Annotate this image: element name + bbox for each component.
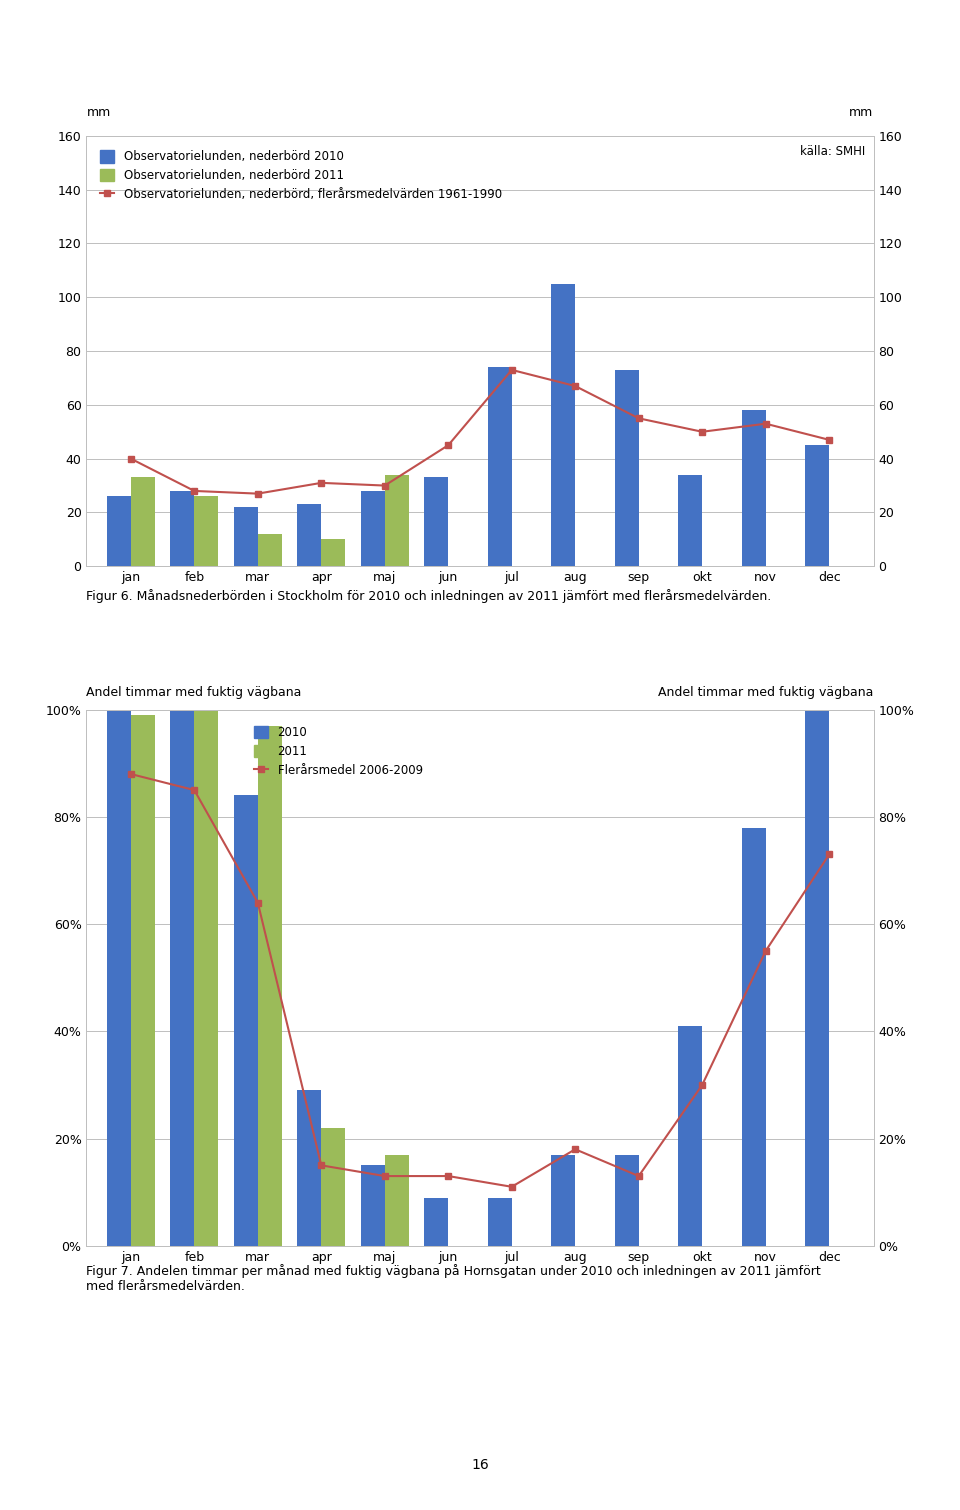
Text: källa: SMHI: källa: SMHI (801, 145, 866, 157)
Bar (424, 477, 448, 566)
Text: 16: 16 (471, 1459, 489, 1472)
Text: Andel timmar med fuktig vägbana: Andel timmar med fuktig vägbana (86, 686, 301, 699)
Bar (194, 497, 219, 566)
Bar (233, 507, 258, 566)
Text: Figur 6. Månadsnederbörden i Stockholm för 2010 och inledningen av 2011 jämfört : Figur 6. Månadsnederbörden i Stockholm f… (86, 589, 772, 602)
Bar (258, 535, 282, 566)
Bar (385, 474, 409, 566)
Bar (258, 726, 282, 1246)
Bar (551, 284, 575, 566)
Bar (361, 491, 385, 566)
Bar (678, 474, 702, 566)
Legend: 2010, 2011, Flerårsmedel 2006-2009: 2010, 2011, Flerårsmedel 2006-2009 (254, 726, 422, 778)
Bar (614, 1155, 638, 1246)
Text: Figur 7. Andelen timmar per månad med fuktig vägbana på Hornsgatan under 2010 oc: Figur 7. Andelen timmar per månad med fu… (86, 1264, 821, 1293)
Bar (194, 710, 219, 1246)
Bar (488, 1197, 512, 1246)
Legend: Observatorielunden, nederbörd 2010, Observatorielunden, nederbörd 2011, Observat: Observatorielunden, nederbörd 2010, Obse… (100, 151, 502, 201)
Bar (131, 716, 155, 1246)
Bar (614, 370, 638, 566)
Bar (488, 367, 512, 566)
Bar (107, 710, 131, 1246)
Text: Andel timmar med fuktig vägbana: Andel timmar med fuktig vägbana (659, 686, 874, 699)
Bar (805, 445, 829, 566)
Text: mm: mm (86, 106, 110, 119)
Bar (170, 710, 194, 1246)
Bar (741, 411, 766, 566)
Bar (741, 827, 766, 1246)
Bar (361, 1166, 385, 1246)
Bar (131, 477, 155, 566)
Bar (233, 796, 258, 1246)
Bar (170, 491, 194, 566)
Bar (424, 1197, 448, 1246)
Bar (107, 497, 131, 566)
Bar (322, 539, 346, 566)
Bar (678, 1025, 702, 1246)
Bar (805, 710, 829, 1246)
Bar (298, 1090, 322, 1246)
Bar (298, 504, 322, 566)
Bar (322, 1128, 346, 1246)
Bar (551, 1155, 575, 1246)
Text: mm: mm (850, 106, 874, 119)
Bar (385, 1155, 409, 1246)
